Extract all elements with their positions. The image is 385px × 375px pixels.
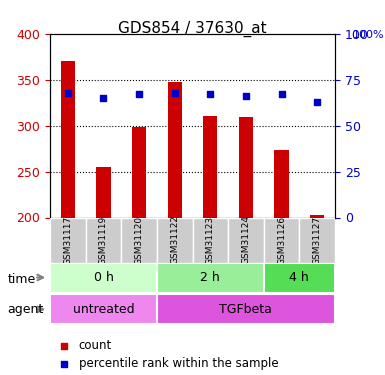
- Text: 2 h: 2 h: [201, 271, 220, 284]
- Text: 0 h: 0 h: [94, 271, 114, 284]
- FancyBboxPatch shape: [264, 217, 300, 262]
- FancyBboxPatch shape: [50, 217, 85, 262]
- Text: count: count: [79, 339, 112, 352]
- Bar: [203, 116, 218, 218]
- Text: 4 h: 4 h: [290, 271, 309, 284]
- FancyBboxPatch shape: [50, 262, 157, 292]
- FancyBboxPatch shape: [157, 217, 192, 262]
- Text: untreated: untreated: [73, 303, 134, 316]
- Point: [65, 90, 71, 96]
- Bar: [96, 167, 110, 218]
- Text: GSM31126: GSM31126: [277, 215, 286, 265]
- Text: GSM31119: GSM31119: [99, 215, 108, 265]
- FancyBboxPatch shape: [192, 217, 228, 262]
- Point: [172, 90, 178, 96]
- Point: [278, 92, 285, 98]
- Text: GSM31122: GSM31122: [170, 216, 179, 264]
- Text: GSM31127: GSM31127: [313, 215, 321, 265]
- Point: [243, 93, 249, 99]
- FancyBboxPatch shape: [300, 217, 335, 262]
- Text: GSM31117: GSM31117: [64, 215, 72, 265]
- Text: time: time: [8, 273, 36, 286]
- Text: GSM31120: GSM31120: [135, 215, 144, 265]
- FancyBboxPatch shape: [85, 217, 121, 262]
- Bar: [275, 150, 289, 217]
- Bar: [61, 62, 75, 217]
- Text: percentile rank within the sample: percentile rank within the sample: [79, 357, 278, 370]
- Point: [136, 92, 142, 98]
- Bar: [132, 128, 146, 218]
- FancyBboxPatch shape: [50, 294, 157, 324]
- Text: GSM31124: GSM31124: [241, 216, 250, 264]
- FancyBboxPatch shape: [121, 217, 157, 262]
- Text: TGFbeta: TGFbeta: [219, 303, 272, 316]
- Point: [319, 247, 325, 253]
- Y-axis label: 100%: 100%: [353, 30, 385, 40]
- Text: agent: agent: [8, 303, 44, 316]
- Bar: [239, 117, 253, 218]
- FancyBboxPatch shape: [157, 262, 264, 292]
- Point: [319, 84, 325, 90]
- Point: [100, 95, 107, 101]
- Bar: [310, 215, 324, 217]
- FancyBboxPatch shape: [264, 262, 335, 292]
- FancyBboxPatch shape: [228, 217, 264, 262]
- FancyBboxPatch shape: [157, 294, 335, 324]
- Text: GSM31123: GSM31123: [206, 215, 215, 265]
- Bar: [167, 81, 182, 218]
- Point: [207, 92, 213, 98]
- Text: GDS854 / 37630_at: GDS854 / 37630_at: [118, 21, 267, 37]
- Point: [314, 99, 320, 105]
